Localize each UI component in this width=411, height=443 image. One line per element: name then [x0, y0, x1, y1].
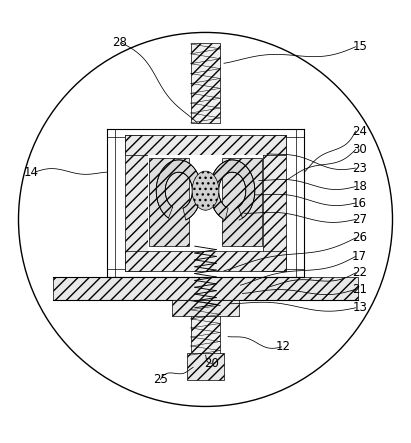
Ellipse shape	[192, 171, 219, 210]
Text: 22: 22	[352, 266, 367, 280]
Polygon shape	[156, 160, 201, 220]
Text: 12: 12	[276, 340, 291, 354]
Text: 20: 20	[204, 357, 219, 370]
Bar	[53, 277, 358, 299]
Bar	[187, 353, 224, 380]
Text: 25: 25	[153, 373, 168, 386]
Text: 24: 24	[352, 124, 367, 138]
Text: 28: 28	[112, 36, 127, 49]
Bar	[191, 299, 220, 355]
Bar	[222, 158, 262, 246]
Text: 30: 30	[352, 143, 367, 156]
Bar	[172, 299, 239, 316]
Bar	[125, 135, 148, 271]
Text: 18: 18	[352, 180, 367, 193]
Bar	[191, 43, 220, 123]
Text: 15: 15	[352, 40, 367, 53]
Text: 17: 17	[352, 250, 367, 263]
Text: 23: 23	[352, 162, 367, 175]
Text: 26: 26	[352, 231, 367, 245]
Text: 27: 27	[352, 213, 367, 226]
Text: 16: 16	[352, 197, 367, 210]
Bar	[148, 155, 263, 251]
Bar	[263, 135, 286, 271]
Bar	[125, 251, 286, 271]
Text: 13: 13	[352, 301, 367, 315]
Bar	[125, 135, 286, 155]
Text: 14: 14	[23, 166, 38, 179]
Text: 21: 21	[352, 283, 367, 296]
Bar	[149, 158, 189, 246]
Polygon shape	[210, 160, 255, 220]
